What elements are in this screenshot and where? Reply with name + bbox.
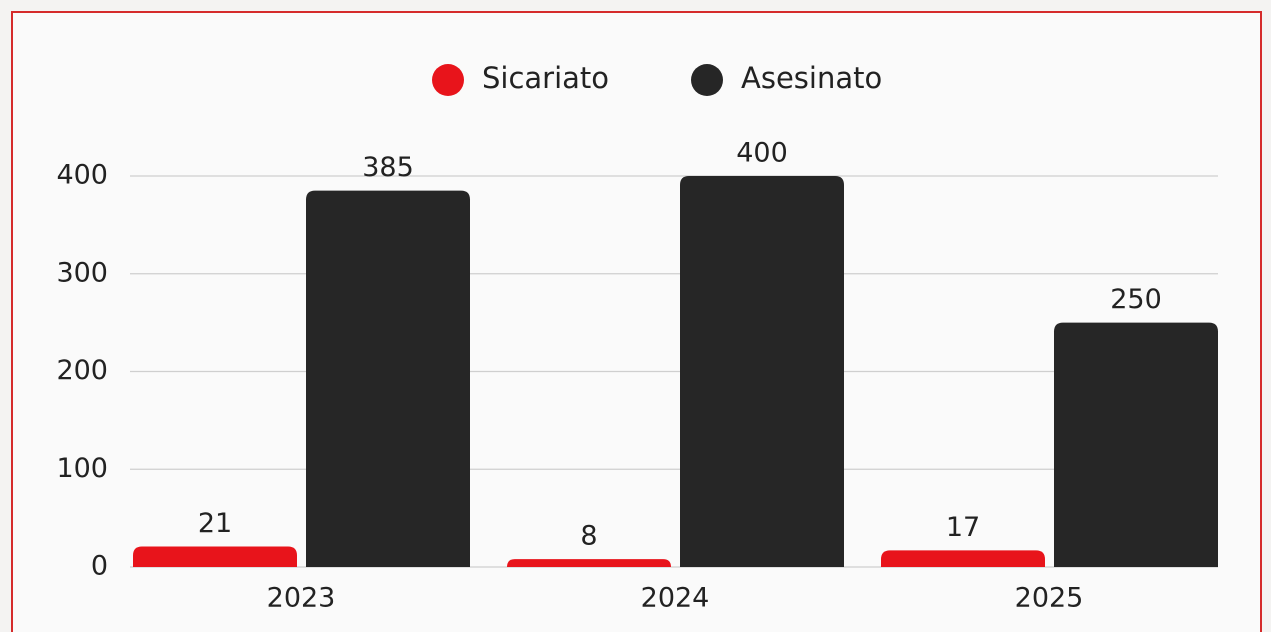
y-tick-label: 0 bbox=[91, 551, 108, 582]
x-tick-label: 2023 bbox=[267, 583, 336, 614]
x-tick-label: 2024 bbox=[641, 583, 710, 614]
value-label: 21 bbox=[198, 508, 232, 539]
bar bbox=[507, 559, 671, 567]
value-label: 400 bbox=[736, 138, 788, 169]
x-tick-label: 2025 bbox=[1015, 583, 1084, 614]
bar bbox=[133, 546, 297, 567]
frame bbox=[11, 11, 1262, 632]
bar bbox=[306, 190, 470, 567]
legend-swatch bbox=[691, 64, 723, 96]
y-tick-label: 300 bbox=[56, 257, 108, 288]
y-tick-label: 400 bbox=[56, 160, 108, 191]
y-tick-label: 200 bbox=[56, 355, 108, 386]
legend-label: Asesinato bbox=[741, 61, 882, 95]
legend-swatch bbox=[432, 64, 464, 96]
value-label: 17 bbox=[946, 512, 980, 543]
legend-label: Sicariato bbox=[482, 61, 609, 95]
value-label: 385 bbox=[362, 152, 414, 183]
value-label: 250 bbox=[1110, 284, 1162, 315]
bar bbox=[680, 176, 844, 567]
bar bbox=[881, 550, 1045, 567]
bar bbox=[1054, 322, 1218, 567]
y-tick-label: 100 bbox=[56, 453, 108, 484]
value-label: 8 bbox=[580, 521, 597, 552]
